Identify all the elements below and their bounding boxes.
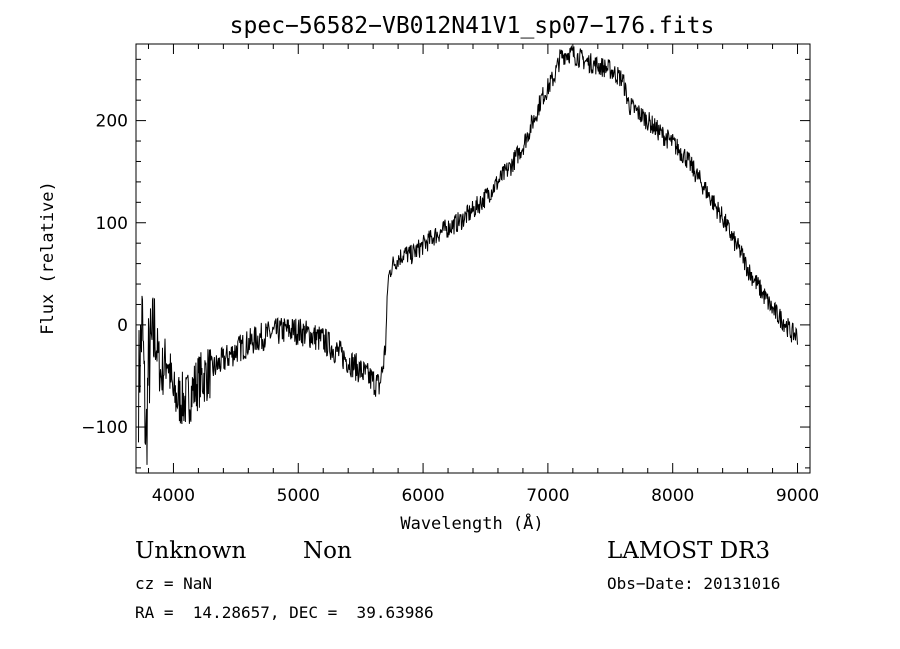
y-axis-label: Flux (relative): [38, 181, 58, 335]
class-label: Unknown: [135, 538, 247, 564]
plot-area: 4000 5000 6000 7000 8000 9000 −100 0 100 200: [81, 43, 819, 506]
redshift-readout: cz = NaN: [135, 574, 213, 593]
y-tick-label: 200: [96, 112, 128, 132]
survey-label: LAMOST DR3: [607, 538, 771, 564]
x-tick-label: 9000: [776, 486, 819, 506]
plot-frame: [135, 43, 811, 474]
x-tick-label: 5000: [277, 486, 320, 506]
subclass-label: Non: [303, 538, 352, 564]
y-tick-label: 0: [117, 316, 128, 336]
coordinates-readout: RA = 14.28657, DEC = 39.63986: [135, 603, 434, 622]
x-axis-label: Wavelength (Å): [400, 512, 543, 534]
x-tick-label: 4000: [152, 486, 195, 506]
spectrum-line: [138, 45, 798, 465]
obs-date-readout: Obs−Date: 20131016: [607, 574, 781, 593]
x-tick-label: 7000: [526, 486, 569, 506]
y-tick-label: 100: [96, 214, 128, 234]
chart-title: spec−56582−VB012N41V1_sp07−176.fits: [230, 13, 715, 39]
x-tick-label: 6000: [401, 486, 444, 506]
y-tick-label: −100: [81, 418, 128, 438]
x-tick-label: 8000: [651, 486, 694, 506]
